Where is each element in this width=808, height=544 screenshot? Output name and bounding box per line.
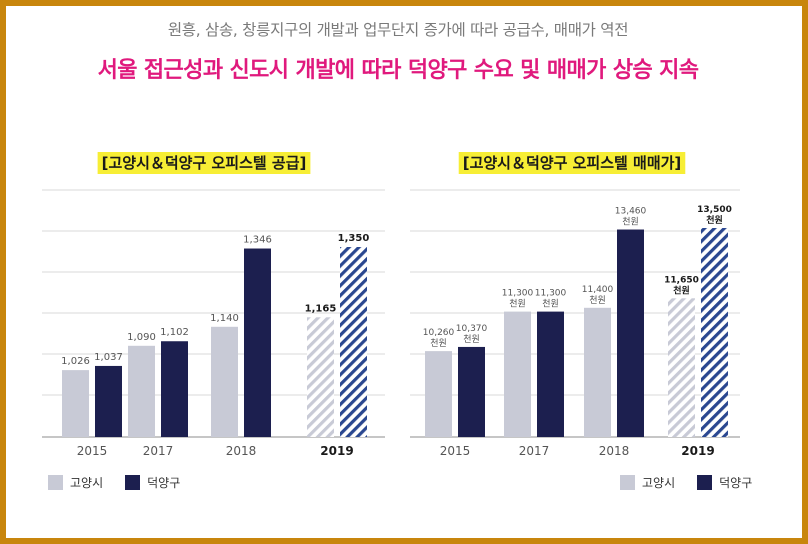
bar-deokyang-2017 — [161, 341, 188, 437]
bar-deokyang-2015 — [458, 346, 485, 437]
data-label: 1,090 — [127, 332, 156, 343]
x-tick-label: 2018 — [226, 444, 257, 458]
x-tick-label: 2019 — [681, 444, 714, 458]
bar-deokyang-2018 — [244, 248, 271, 437]
bar-deokyang-2018 — [617, 229, 644, 437]
legend-label-goyang: 고양시 — [70, 476, 104, 490]
bar-goyang-2015 — [62, 370, 89, 437]
bar-deokyang-2019 — [340, 247, 367, 437]
headline: 서울 접근성과 신도시 개발에 따라 덕양구 수요 및 매매가 상승 지속 — [97, 58, 699, 83]
data-label: 10,370 — [456, 324, 488, 334]
bar-deokyang-2015 — [95, 365, 122, 437]
bar-goyang-2015 — [425, 351, 452, 437]
data-label: 11,300 — [535, 289, 567, 299]
x-tick-label: 2018 — [599, 444, 630, 458]
subtitle: 원흥, 삼송, 창릉지구의 개발과 업무단지 증가에 따라 공급수, 매매가 역… — [167, 21, 629, 39]
bar-goyang-2018 — [584, 307, 611, 437]
x-tick-label: 2015 — [440, 444, 471, 458]
chart-title: [고양시＆덕양구 오피스텔 매매가] — [463, 154, 682, 172]
data-label: 11,650 — [664, 275, 699, 285]
data-label-unit: 천원 — [622, 217, 639, 228]
data-label-unit: 천원 — [673, 284, 690, 296]
data-label: 11,300 — [502, 289, 534, 299]
chart-title-highlight — [97, 152, 311, 174]
chart-title: [고양시＆덕양구 오피스텔 공급] — [102, 154, 307, 172]
bar-goyang-2019 — [668, 298, 695, 437]
data-label-unit: 천원 — [542, 299, 559, 310]
data-label: 1,350 — [338, 233, 370, 244]
legend-swatch-deokyang — [697, 475, 713, 490]
chart-title-highlight — [458, 152, 686, 174]
data-label-unit: 천원 — [589, 295, 606, 306]
bar-deokyang-2017 — [537, 311, 564, 437]
bar-goyang-2018 — [211, 326, 238, 437]
data-label: 10,260 — [423, 328, 455, 338]
data-label-unit: 천원 — [509, 299, 526, 310]
data-label: 1,140 — [210, 313, 239, 324]
data-label-unit: 천원 — [430, 338, 447, 349]
bar-deokyang-2019 — [701, 228, 728, 437]
legend-swatch-goyang — [48, 475, 63, 490]
data-label: 13,460 — [615, 207, 647, 217]
x-tick-label: 2017 — [143, 444, 174, 458]
legend-label-goyang: 고양시 — [642, 476, 676, 490]
data-label: 1,102 — [160, 327, 189, 338]
data-label-unit: 천원 — [463, 334, 480, 345]
x-tick-label: 2015 — [77, 444, 108, 458]
legend-label-deokyang: 덕양구 — [147, 476, 181, 490]
data-label: 1,165 — [305, 303, 337, 314]
data-label: 11,400 — [582, 285, 614, 295]
bar-goyang-2017 — [504, 311, 531, 437]
data-label: 1,037 — [94, 352, 123, 363]
data-label: 1,346 — [243, 235, 272, 246]
legend-swatch-goyang — [620, 475, 635, 490]
legend-label-deokyang: 덕양구 — [719, 476, 753, 490]
bar-goyang-2017 — [128, 345, 155, 437]
legend-right: 고양시 덕양구 — [620, 474, 752, 491]
bar-goyang-2019 — [307, 317, 334, 437]
legend-swatch-deokyang — [125, 475, 141, 490]
legend-left: 고양시 덕양구 — [48, 474, 202, 491]
data-label: 13,500 — [697, 205, 732, 215]
data-label: 1,026 — [61, 356, 90, 367]
x-tick-label: 2019 — [320, 444, 353, 458]
data-label-unit: 천원 — [706, 214, 723, 226]
x-tick-label: 2017 — [519, 444, 550, 458]
